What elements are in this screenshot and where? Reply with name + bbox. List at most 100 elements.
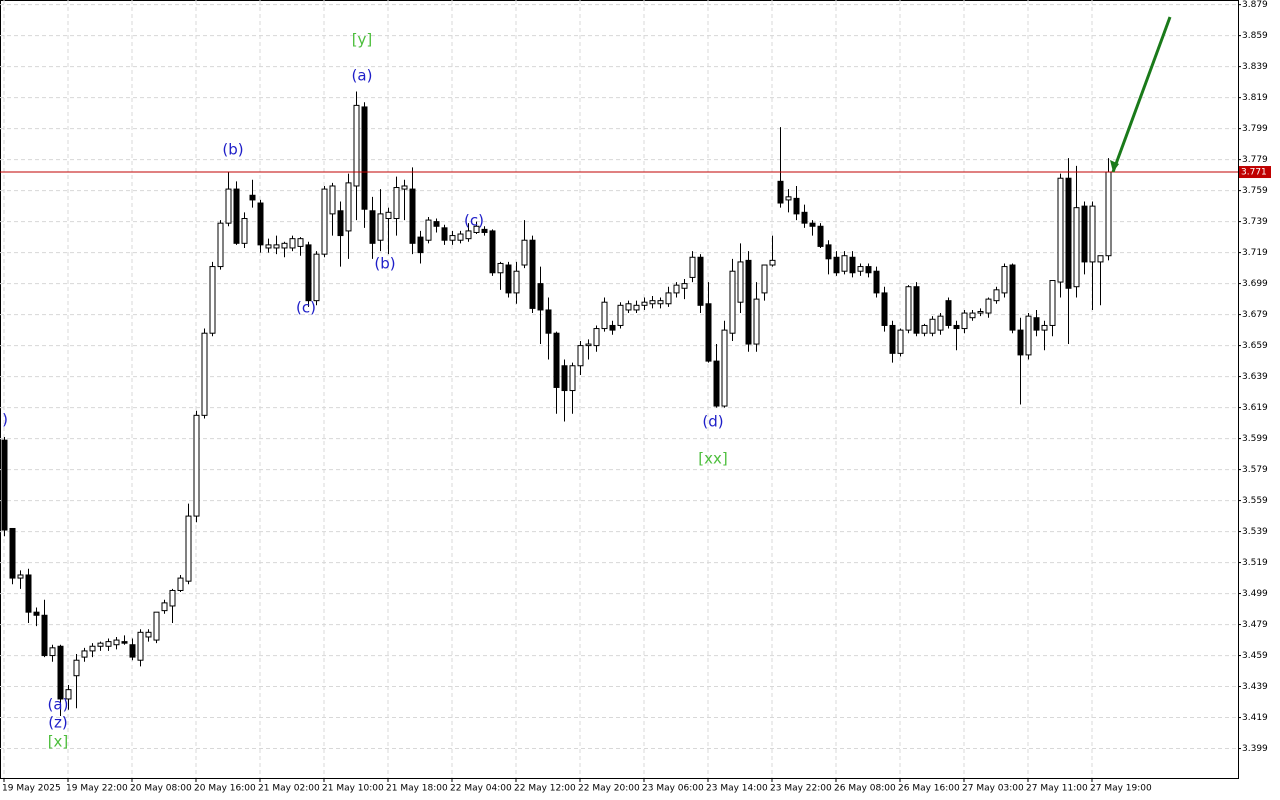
- candle-body: [777, 180, 784, 204]
- candle-body: [537, 283, 544, 311]
- candle-body: [961, 312, 968, 330]
- candle-body: [1057, 177, 1064, 283]
- candle-body: [329, 185, 336, 215]
- candle-body: [289, 238, 296, 249]
- candle-body: [1041, 324, 1048, 331]
- candle-body: [521, 239, 528, 266]
- y-tick-label: 3.679: [1242, 310, 1268, 320]
- x-tick-label: 26 May 08:00: [834, 784, 896, 794]
- candle-body: [609, 324, 616, 331]
- candle-body: [177, 577, 184, 591]
- x-tick-label: 21 May 18:00: [386, 784, 448, 794]
- candle-body: [1001, 266, 1008, 294]
- candle-body: [73, 659, 80, 677]
- candle-body: [881, 292, 888, 326]
- candle-body: [601, 301, 608, 330]
- x-tick-label: 23 May 06:00: [642, 784, 704, 794]
- candle-body: [169, 589, 176, 607]
- candle-body: [57, 645, 64, 700]
- candle-body: [817, 225, 824, 247]
- candle-body: [385, 211, 392, 220]
- candle-body: [393, 187, 400, 220]
- candle-body: [697, 256, 704, 306]
- wave-label: (c): [296, 299, 316, 317]
- y-tick-label: 3.519: [1242, 558, 1268, 568]
- candle-body: [81, 650, 88, 658]
- x-tick-label: 22 May 04:00: [450, 784, 512, 794]
- forecast-arrow-head: [1110, 160, 1119, 172]
- candle-body: [441, 227, 448, 241]
- candle-body: [273, 244, 280, 249]
- x-tick-label: 22 May 12:00: [514, 784, 576, 794]
- candle-body: [113, 639, 120, 646]
- y-tick-label: 3.439: [1242, 682, 1268, 692]
- candle-body: [25, 574, 32, 613]
- candle-body: [201, 332, 208, 416]
- candle-body: [217, 222, 224, 268]
- candle-body: [97, 642, 104, 647]
- candle-body: [633, 304, 640, 311]
- candle-body: [873, 270, 880, 294]
- candle-body: [657, 300, 664, 305]
- candle-body: [425, 219, 432, 241]
- candle-body: [105, 641, 112, 647]
- current-price-label: 3.771: [1241, 168, 1267, 178]
- candle-body: [505, 264, 512, 294]
- candle-body: [65, 689, 72, 700]
- candle-body: [913, 286, 920, 334]
- candle-body: [809, 222, 816, 227]
- x-tick-label: 27 May 11:00: [1026, 784, 1088, 794]
- candle-body: [833, 256, 840, 274]
- candle-body: [297, 238, 304, 247]
- candle-body: [401, 185, 408, 190]
- candle-body: [849, 256, 856, 274]
- candle-body: [745, 259, 752, 345]
- wave-label: (d): [702, 413, 723, 431]
- candle-body: [369, 210, 376, 244]
- candle-body: [953, 324, 960, 330]
- candle-body: [513, 270, 520, 294]
- wave-label: (a): [352, 67, 373, 85]
- y-tick-label: 3.779: [1242, 155, 1268, 165]
- x-tick-label: 21 May 02:00: [258, 784, 320, 794]
- candle-body: [145, 631, 152, 638]
- x-tick-label: 19 May 2025: [2, 784, 61, 794]
- candle-body: [49, 647, 56, 657]
- x-tick-label: 21 May 10:00: [322, 784, 384, 794]
- candle-body: [337, 210, 344, 237]
- candle-body: [209, 266, 216, 334]
- candle-body: [553, 332, 560, 388]
- candle-body: [225, 188, 232, 224]
- candle-body: [705, 303, 712, 362]
- wave-label: (b): [222, 141, 243, 159]
- candle-body: [353, 104, 360, 187]
- candle-body: [417, 236, 424, 254]
- x-tick-label: 20 May 08:00: [130, 784, 192, 794]
- x-tick-label: 27 May 03:00: [962, 784, 1024, 794]
- candle-body: [409, 188, 416, 244]
- candle-body: [129, 644, 136, 658]
- candle-body: [249, 194, 256, 201]
- candle-body: [345, 182, 352, 232]
- y-tick-label: 3.639: [1242, 372, 1268, 382]
- candle-body: [977, 311, 984, 314]
- y-tick-label: 3.499: [1242, 589, 1268, 599]
- candle-body: [753, 298, 760, 345]
- candle-body: [889, 324, 896, 354]
- x-tick-label: 26 May 16:00: [898, 784, 960, 794]
- y-tick-label: 3.719: [1242, 248, 1268, 258]
- candle-body: [569, 365, 576, 392]
- candle-body: [825, 244, 832, 260]
- candles: [1, 91, 1112, 717]
- y-tick-label: 3.699: [1242, 279, 1268, 289]
- candle-body: [737, 261, 744, 303]
- candle-body: [465, 230, 472, 240]
- candle-body: [929, 318, 936, 334]
- candle-body: [841, 255, 848, 272]
- x-tick-label: 27 May 19:00: [1090, 784, 1152, 794]
- candle-body: [137, 631, 144, 661]
- x-tick-label: 20 May 16:00: [194, 784, 256, 794]
- candle-body: [281, 242, 288, 249]
- y-tick-label: 3.819: [1242, 93, 1268, 103]
